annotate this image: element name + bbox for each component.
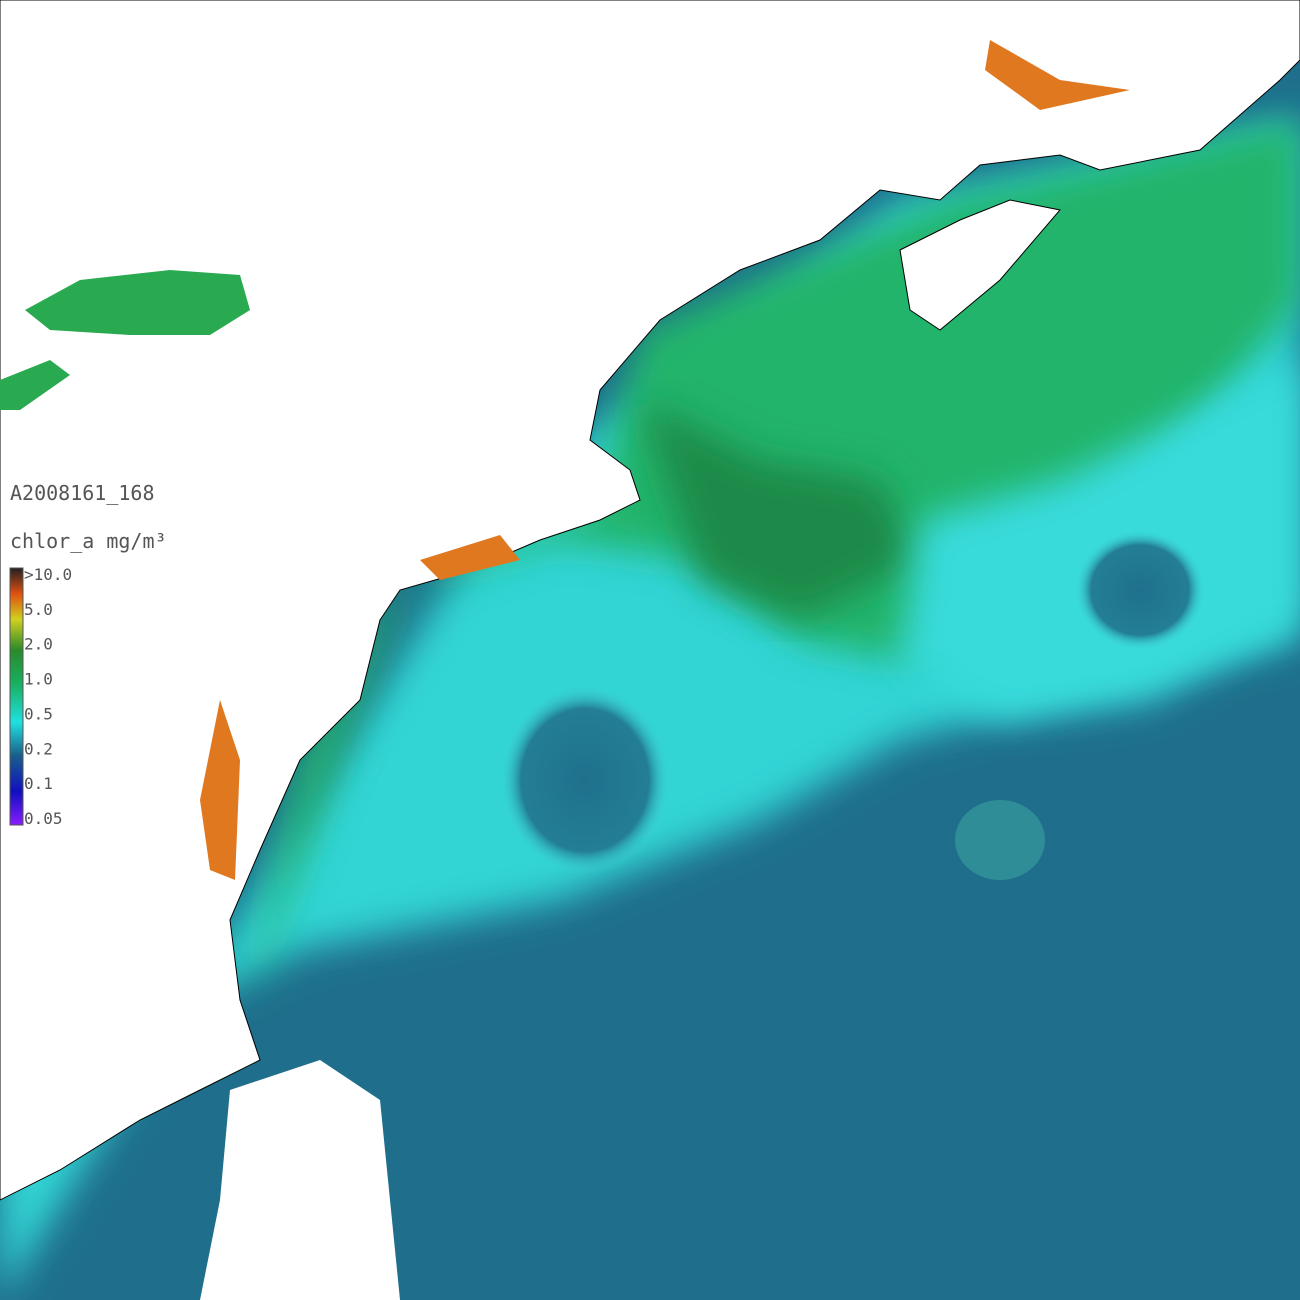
- legend-title: chlor_a mg/m³: [10, 529, 167, 553]
- colorbar-label: 5.0: [24, 600, 53, 619]
- lakes: [0, 40, 1130, 880]
- colorbar-labels: >10.0 5.0 2.0 1.0 0.5 0.2 0.1 0.05: [24, 565, 72, 828]
- colorbar-label: 0.2: [24, 739, 53, 758]
- colorbar-label: 2.0: [24, 635, 53, 654]
- colorbar-label: 0.5: [24, 704, 53, 723]
- colorbar: [9, 567, 24, 826]
- colorbar-label: >10.0: [24, 565, 72, 584]
- colorbar-label: 0.05: [24, 809, 63, 828]
- colorbar-label: 0.1: [24, 774, 53, 793]
- product-id: A2008161_168: [10, 481, 155, 505]
- colorbar-label: 1.0: [24, 670, 53, 689]
